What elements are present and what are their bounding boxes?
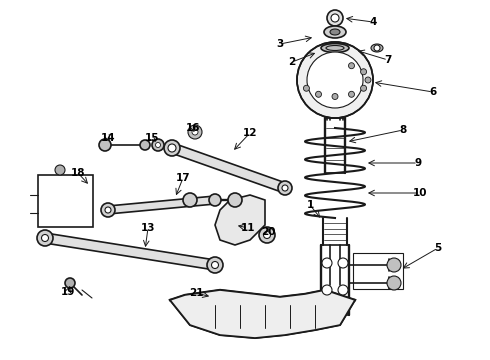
Circle shape: [361, 85, 367, 91]
Text: 10: 10: [413, 188, 427, 198]
Circle shape: [42, 234, 49, 242]
Circle shape: [322, 285, 332, 295]
Text: 7: 7: [384, 55, 392, 65]
Circle shape: [338, 258, 348, 268]
Text: 20: 20: [261, 227, 275, 237]
Text: 15: 15: [145, 133, 159, 143]
Text: 16: 16: [186, 123, 200, 133]
Polygon shape: [171, 143, 287, 193]
Text: 1: 1: [306, 200, 314, 210]
Text: 12: 12: [243, 128, 257, 138]
Circle shape: [332, 94, 338, 99]
Circle shape: [322, 258, 332, 268]
Circle shape: [348, 63, 354, 69]
Text: 14: 14: [100, 133, 115, 143]
Circle shape: [365, 77, 371, 83]
Circle shape: [348, 91, 354, 97]
Circle shape: [101, 203, 115, 217]
Circle shape: [155, 143, 161, 148]
Circle shape: [387, 258, 401, 272]
Circle shape: [164, 140, 180, 156]
Text: 11: 11: [241, 223, 255, 233]
Text: 19: 19: [61, 287, 75, 297]
Circle shape: [55, 165, 65, 175]
Circle shape: [140, 140, 150, 150]
Circle shape: [331, 14, 339, 22]
Bar: [38, 175, 93, 227]
Ellipse shape: [330, 29, 340, 35]
Circle shape: [37, 230, 53, 246]
Polygon shape: [44, 233, 216, 270]
Circle shape: [168, 144, 176, 152]
Circle shape: [278, 181, 292, 195]
Circle shape: [65, 278, 75, 288]
Circle shape: [338, 285, 348, 295]
Circle shape: [327, 10, 343, 26]
Polygon shape: [108, 196, 216, 214]
Circle shape: [316, 91, 321, 97]
Text: 8: 8: [399, 125, 407, 135]
Circle shape: [297, 42, 373, 118]
Circle shape: [387, 276, 401, 290]
Circle shape: [188, 125, 202, 139]
Circle shape: [228, 193, 242, 207]
Text: 5: 5: [434, 243, 441, 253]
Circle shape: [282, 185, 288, 191]
Text: 6: 6: [429, 87, 437, 97]
Circle shape: [307, 52, 363, 108]
Circle shape: [99, 139, 111, 151]
Ellipse shape: [321, 44, 349, 53]
Text: 2: 2: [289, 57, 295, 67]
Ellipse shape: [371, 44, 383, 52]
Text: 13: 13: [141, 223, 155, 233]
Polygon shape: [215, 195, 265, 245]
Text: 4: 4: [369, 17, 377, 27]
Circle shape: [192, 129, 198, 135]
Circle shape: [183, 193, 197, 207]
Circle shape: [361, 69, 367, 75]
Circle shape: [209, 194, 221, 206]
Text: 3: 3: [276, 39, 284, 49]
Circle shape: [303, 85, 309, 91]
Circle shape: [212, 261, 219, 269]
Polygon shape: [170, 290, 355, 338]
Circle shape: [152, 139, 164, 151]
Circle shape: [259, 227, 275, 243]
Circle shape: [105, 207, 111, 213]
Circle shape: [374, 45, 380, 51]
Ellipse shape: [324, 26, 346, 38]
Circle shape: [207, 257, 223, 273]
Circle shape: [264, 231, 270, 238]
Text: 18: 18: [71, 168, 85, 178]
Bar: [353, 253, 403, 289]
Text: 17: 17: [176, 173, 190, 183]
Text: 9: 9: [415, 158, 421, 168]
Text: 21: 21: [189, 288, 203, 298]
